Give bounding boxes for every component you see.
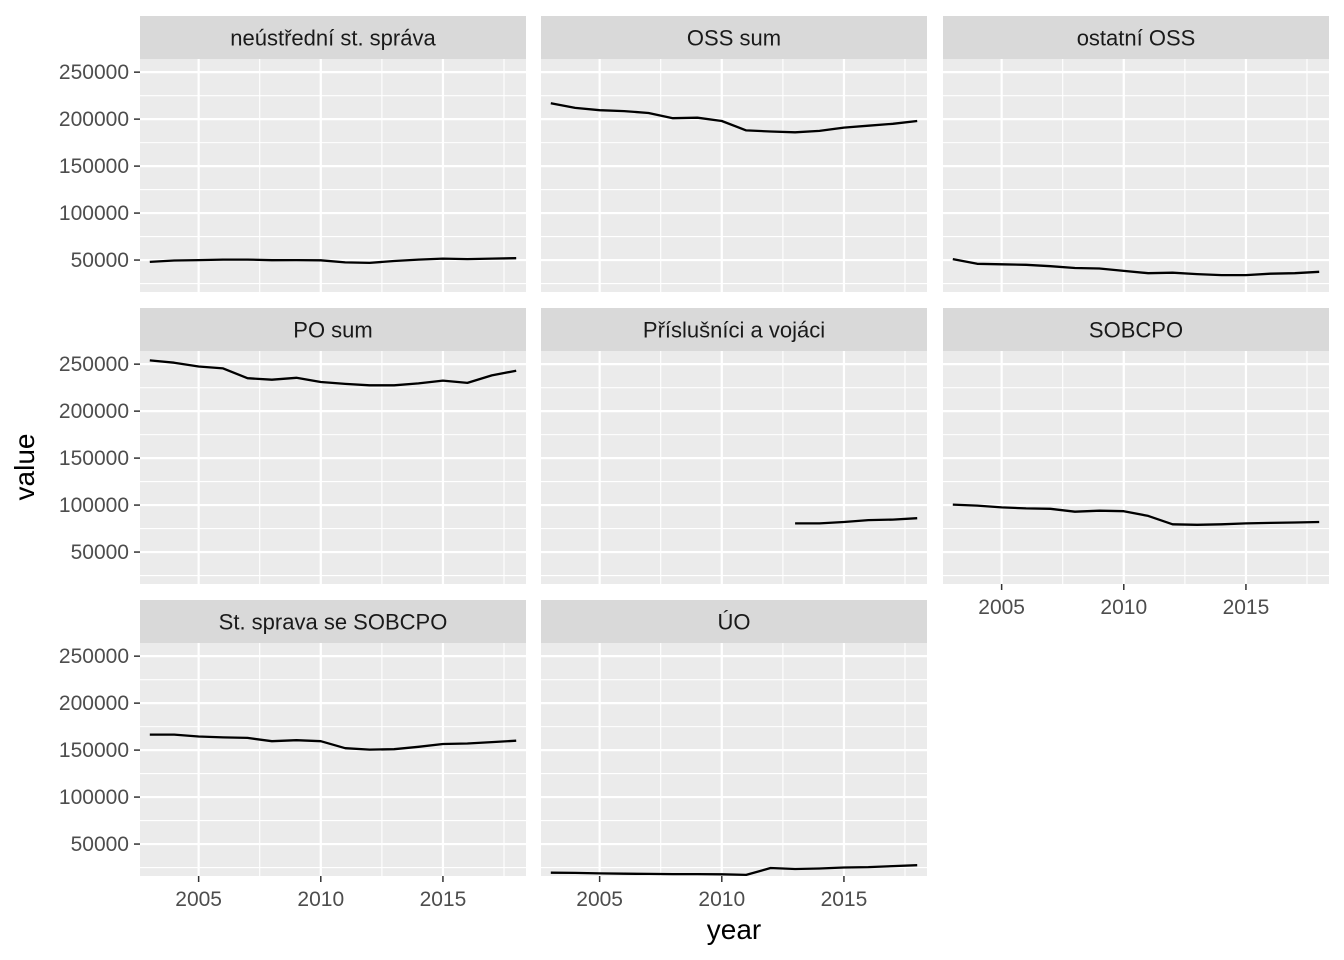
- y-tick-label: 250000: [59, 353, 129, 376]
- strip-label: neústřední st. správa: [230, 26, 436, 51]
- plot-background: [943, 59, 1329, 292]
- y-tick-label: 50000: [71, 833, 129, 856]
- x-tick-label: 2010: [698, 888, 745, 911]
- strip-label: ÚO: [718, 610, 751, 635]
- series-line-neustredni-st-sprava: [149, 257, 517, 265]
- x-tick-label: 2005: [576, 888, 623, 911]
- y-tick-label: 150000: [59, 447, 129, 470]
- strip-label: OSS sum: [687, 26, 781, 51]
- x-tick-label: 2010: [1100, 596, 1147, 619]
- series-line-oss-sum: [550, 102, 918, 134]
- plot-background: [140, 643, 526, 876]
- strip-uo: [541, 600, 927, 643]
- strip-neustredni-st-sprava: [140, 16, 526, 59]
- panel-sobcpo: SOBCPO 2005 2010 2015: [943, 308, 1329, 619]
- y-tick-label: 50000: [71, 541, 129, 564]
- strip-label: ostatní OSS: [1077, 26, 1196, 51]
- x-tick-label: 2015: [1223, 596, 1270, 619]
- strip-sobcpo: [943, 308, 1329, 351]
- series-line-sobcpo: [952, 503, 1320, 526]
- panel-oss-sum: OSS sum: [541, 16, 927, 292]
- panel-neustredni-st-sprava: neústřední st. správa 50000 100000 150000 20…: [59, 16, 526, 292]
- panel-st-sprava-se-sobcpo: St. sprava se SOBCPO 50000 100000 150000 200…: [59, 600, 526, 911]
- plot-background: [140, 59, 526, 292]
- plot-background: [541, 351, 927, 584]
- x-tick-label: 2015: [821, 888, 868, 911]
- y-tick-label: 100000: [59, 786, 129, 809]
- plot-background: [541, 643, 927, 876]
- strip-st-sprava-se-sobcpo: [140, 600, 526, 643]
- panel-po-sum: PO sum 50000 100000 150000 200000 250000: [59, 308, 526, 584]
- series-line-st-sprava-se-sobcpo: [149, 733, 517, 751]
- x-tick-label: 2010: [297, 888, 344, 911]
- strip-label: St. sprava se SOBCPO: [219, 610, 448, 635]
- plot-background: [140, 351, 526, 584]
- y-tick-label: 200000: [59, 400, 129, 423]
- y-tick-label: 100000: [59, 494, 129, 517]
- strip-label: SOBCPO: [1089, 318, 1183, 343]
- strip-label: PO sum: [293, 318, 372, 343]
- strip-label: Příslušníci a vojáci: [643, 318, 825, 343]
- panel-prislusnici-a-vojaci: Příslušníci a vojáci: [541, 308, 927, 584]
- strip-po-sum: [140, 308, 526, 351]
- series-line-po-sum: [149, 359, 517, 387]
- y-tick-label: 150000: [59, 739, 129, 762]
- series-line-prislusnici-a-vojaci: [795, 517, 918, 525]
- x-axis-title: year: [707, 914, 761, 945]
- series-line-ostatni-oss: [952, 257, 1320, 277]
- y-tick-label: 200000: [59, 692, 129, 715]
- series-line-uo: [550, 864, 918, 877]
- y-tick-label: 150000: [59, 155, 129, 178]
- strip-oss-sum: [541, 16, 927, 59]
- y-tick-label: 250000: [59, 61, 129, 84]
- y-tick-label: 50000: [71, 249, 129, 272]
- x-tick-label: 2005: [175, 888, 222, 911]
- plot-background: [943, 351, 1329, 584]
- x-tick-label: 2005: [978, 596, 1025, 619]
- strip-ostatni-oss: [943, 16, 1329, 59]
- panels: neústřední st. správa 50000 100000 150000 20…: [59, 16, 1329, 911]
- strip-prislusnici-a-vojaci: [541, 308, 927, 351]
- y-tick-label: 250000: [59, 645, 129, 668]
- panel-uo: ÚO 2005 2010 2015: [541, 600, 927, 911]
- x-tick-label: 2015: [420, 888, 467, 911]
- y-axis-title: value: [9, 434, 40, 501]
- panel-ostatni-oss: ostatní OSS: [943, 16, 1329, 292]
- y-tick-label: 200000: [59, 108, 129, 131]
- plot-background: [541, 59, 927, 292]
- y-tick-label: 100000: [59, 202, 129, 225]
